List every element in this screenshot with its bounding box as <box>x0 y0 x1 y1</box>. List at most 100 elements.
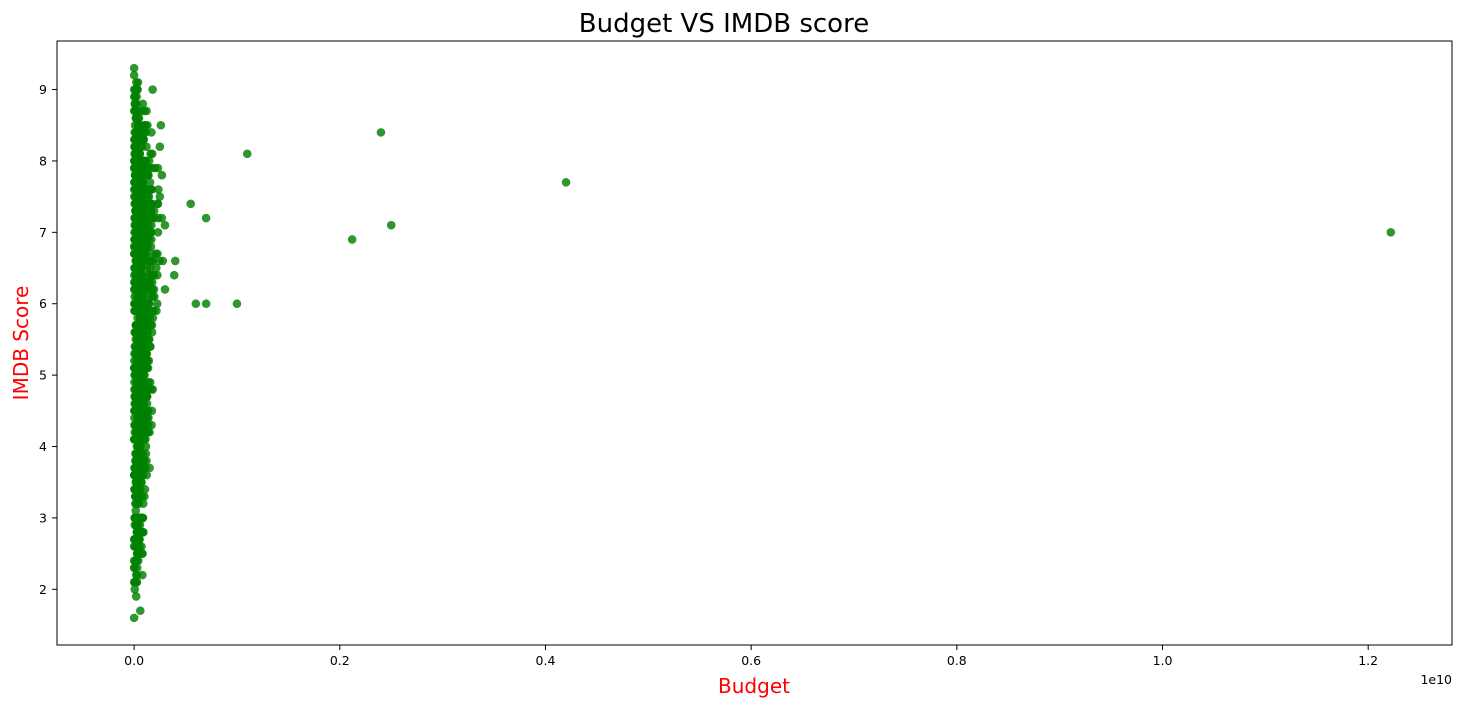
scatter-point <box>169 270 179 280</box>
x-tick-label: 0.6 <box>741 653 761 668</box>
scatter-point <box>347 235 357 244</box>
scatter-point <box>152 299 162 309</box>
scatter-point <box>134 120 143 130</box>
scatter-point <box>135 299 145 309</box>
scatter-point <box>145 427 154 437</box>
scatter-point <box>130 577 139 587</box>
scatter-point <box>135 406 144 416</box>
scatter-point <box>141 213 151 223</box>
chart-title: Budget VS IMDB score <box>579 9 869 39</box>
scatter-point <box>130 135 139 144</box>
scatter-point <box>134 220 144 230</box>
x-tick-label: 0.4 <box>536 653 556 668</box>
scatter-point <box>132 156 142 166</box>
scatter-point <box>152 263 161 273</box>
scatter-point <box>156 120 166 130</box>
plot-frame <box>56 40 1453 646</box>
scatter-point <box>148 85 157 94</box>
x-tick-label: 0.8 <box>947 653 967 668</box>
scatter-point <box>131 149 141 159</box>
scatter-point <box>232 299 242 309</box>
scatter-point <box>130 435 139 444</box>
y-tick-label: 3 <box>39 510 47 525</box>
scatter-point <box>144 413 153 423</box>
scatter-point <box>140 492 149 501</box>
scatter-point <box>132 377 141 387</box>
scatter-point <box>201 299 211 309</box>
scatter-point <box>141 163 151 173</box>
scatter-point <box>130 213 140 223</box>
x-tick-label: 1.0 <box>1153 653 1173 668</box>
scatter-point <box>139 170 149 180</box>
y-tick-label: 5 <box>39 368 47 383</box>
scatter-point <box>135 520 145 530</box>
scatter-point <box>131 199 140 209</box>
scatter-point <box>142 349 152 359</box>
x-tick-label: 0.2 <box>330 653 350 668</box>
scatter-point <box>148 313 158 323</box>
scatter-point <box>142 399 152 408</box>
scatter-point <box>139 463 148 473</box>
scatter-point <box>160 220 170 230</box>
scatter-point <box>141 306 151 316</box>
scatter-point <box>129 613 139 623</box>
scatter-point <box>136 342 146 351</box>
scatter-point <box>131 570 141 580</box>
scatter-point <box>130 385 139 394</box>
scatter-point <box>132 92 141 101</box>
scatter-point <box>138 549 147 558</box>
scatter-point <box>134 242 144 251</box>
scatter-point <box>130 470 139 480</box>
scatter-point <box>139 249 149 259</box>
scatter-point <box>130 85 140 94</box>
scatter-point <box>144 335 154 344</box>
scatter-point <box>157 170 167 180</box>
scatter-point <box>155 192 165 201</box>
scatter-point <box>242 149 252 159</box>
scatter-point <box>148 292 157 301</box>
scatter-point <box>131 320 141 330</box>
scatter-point <box>133 78 143 87</box>
scatter-point <box>145 178 155 187</box>
x-axis-ticks: 0.0 0.2 0.4 0.6 0.8 1.0 1.2 <box>124 645 1378 668</box>
scatter-point <box>139 206 148 216</box>
scatter-point <box>131 592 141 601</box>
scatter-point <box>136 606 145 616</box>
data-points <box>129 63 1396 623</box>
scatter-point <box>145 377 155 387</box>
scatter-point <box>135 349 145 359</box>
scatter-point <box>137 513 146 523</box>
scatter-point <box>138 570 147 580</box>
scatter-point <box>132 456 142 466</box>
scatter-point <box>141 406 150 416</box>
scatter-point <box>130 585 140 594</box>
x-axis-label: Budget <box>718 674 790 698</box>
scatter-point <box>150 163 159 173</box>
scatter-point <box>148 385 157 394</box>
scatter-point <box>139 256 149 266</box>
scatter-point <box>151 249 161 259</box>
scatter-point <box>143 242 152 251</box>
scatter-point <box>130 327 140 337</box>
scatter-point <box>130 128 140 137</box>
scatter-point <box>561 178 571 187</box>
scatter-point <box>201 213 211 223</box>
scatter-point <box>134 449 143 458</box>
scatter-point <box>137 327 146 337</box>
scatter-point <box>141 449 151 458</box>
scatter-point <box>155 142 165 151</box>
scatter-point <box>129 63 139 73</box>
scatter-point <box>146 206 156 216</box>
scatter-point <box>160 285 170 294</box>
scatter-point <box>137 263 146 273</box>
x-tick-label: 0.0 <box>124 653 144 668</box>
scatter-point <box>136 420 146 430</box>
scatter-point <box>134 485 143 494</box>
scatter-point <box>139 392 148 401</box>
scatter-point <box>170 256 180 266</box>
scatter-point <box>134 192 144 201</box>
scatter-point <box>147 406 157 416</box>
scatter-point <box>130 363 140 373</box>
scatter-point <box>147 199 156 209</box>
scatter-point <box>136 313 146 323</box>
